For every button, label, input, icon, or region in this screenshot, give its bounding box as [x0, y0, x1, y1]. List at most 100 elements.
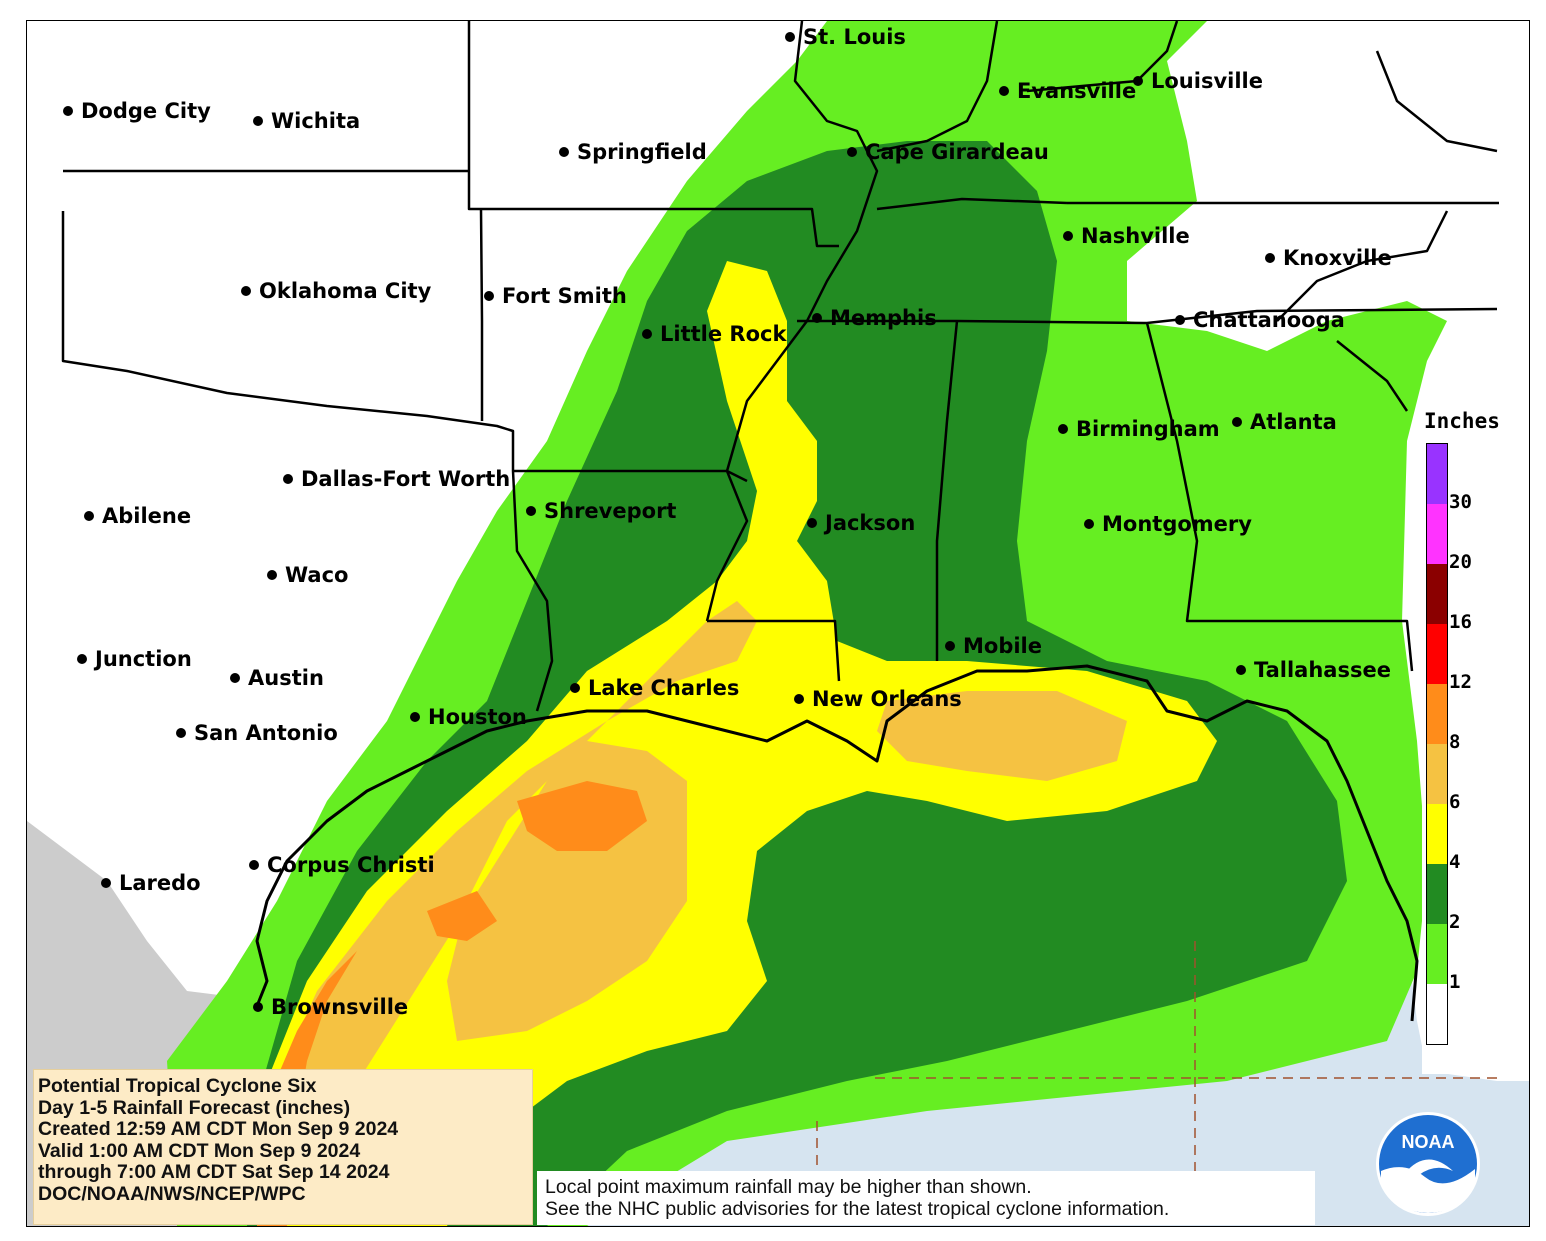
- city-houston: Houston: [410, 705, 527, 729]
- city-lake-charles: Lake Charles: [570, 676, 739, 700]
- city-marker-icon: [283, 474, 293, 484]
- city-oklahoma-city: Oklahoma City: [241, 279, 431, 303]
- valid-end-time: through 7:00 AM CDT Sat Sep 14 2024: [38, 1161, 390, 1183]
- city-marker-icon: [1175, 315, 1185, 325]
- legend-swatch-0-1: [1427, 984, 1447, 1044]
- legend-swatch-30-plus: [1427, 444, 1447, 504]
- noaa-logo-text: NOAA: [1402, 1132, 1455, 1152]
- legend-tick: 4: [1449, 851, 1461, 873]
- legend-tick: 1: [1449, 971, 1461, 993]
- city-marker-icon: [1265, 253, 1275, 263]
- city-marker-icon: [945, 641, 955, 651]
- city-fort-smith: Fort Smith: [484, 284, 627, 308]
- city-montgomery: Montgomery: [1084, 512, 1252, 536]
- legend-tick: 20: [1449, 551, 1472, 573]
- city-marker-icon: [101, 878, 111, 888]
- grid-lines: [816, 941, 1497, 1171]
- city-marker-icon: [1084, 519, 1094, 529]
- legend-swatch-20-30: [1427, 504, 1447, 564]
- city-laredo: Laredo: [101, 871, 201, 895]
- city-evansville: Evansville: [999, 79, 1136, 103]
- legend-swatch-8-12: [1427, 684, 1447, 744]
- city-marker-icon: [526, 506, 536, 516]
- city-marker-icon: [812, 313, 822, 323]
- storm-name: Potential Tropical Cyclone Six: [38, 1075, 317, 1097]
- city-tallahassee: Tallahassee: [1236, 658, 1391, 682]
- city-marker-icon: [794, 694, 804, 704]
- rain-6-8-region: [267, 601, 1127, 1226]
- legend-tick: 12: [1449, 671, 1472, 693]
- city-marker-icon: [176, 728, 186, 738]
- city-atlanta: Atlanta: [1232, 410, 1337, 434]
- noaa-logo-icon: NOAA: [1376, 1112, 1480, 1216]
- disclaimer-line: See the NHC public advisories for the la…: [545, 1198, 1170, 1220]
- legend-swatch-1-2: [1427, 924, 1447, 984]
- legend-tick: 6: [1449, 791, 1461, 813]
- city-corpus-christi: Corpus Christi: [249, 853, 435, 877]
- state-boundaries: [61, 21, 1499, 712]
- city-marker-icon: [1133, 76, 1143, 86]
- city-knoxville: Knoxville: [1265, 246, 1392, 270]
- legend-swatch-2-4: [1427, 864, 1447, 924]
- city-cape-girardeau: Cape Girardeau: [847, 140, 1049, 164]
- city-marker-icon: [1063, 231, 1073, 241]
- legend-swatch-4-6: [1427, 804, 1447, 864]
- city-waco: Waco: [267, 563, 348, 587]
- city-marker-icon: [642, 329, 652, 339]
- legend-tick: 8: [1449, 731, 1461, 753]
- city-marker-icon: [253, 116, 263, 126]
- legend-swatch-6-8: [1427, 744, 1447, 804]
- city-jackson: Jackson: [807, 511, 915, 535]
- legend-title: Inches: [1424, 409, 1500, 433]
- city-marker-icon: [63, 106, 73, 116]
- city-nashville: Nashville: [1063, 224, 1190, 248]
- forecast-title: Day 1-5 Rainfall Forecast (inches): [38, 1096, 351, 1119]
- city-marker-icon: [249, 860, 259, 870]
- legend-swatch-12-16: [1427, 624, 1447, 684]
- rainfall-map-panel: St. Louis Evansville Louisville Dodge Ci…: [26, 20, 1530, 1227]
- city-dallas-fort-worth: Dallas-Fort Worth: [283, 467, 510, 491]
- city-marker-icon: [807, 518, 817, 528]
- city-marker-icon: [267, 570, 277, 580]
- city-louisville: Louisville: [1133, 69, 1263, 93]
- city-junction: Junction: [77, 647, 192, 671]
- city-abilene: Abilene: [84, 504, 191, 528]
- city-little-rock: Little Rock: [642, 322, 786, 346]
- city-chattanooga: Chattanooga: [1175, 308, 1345, 332]
- city-marker-icon: [77, 654, 87, 664]
- city-dodge-city: Dodge City: [63, 99, 211, 123]
- disclaimer-box: Local point maximum rainfall may be high…: [537, 1171, 1315, 1225]
- disclaimer-line: Local point maximum rainfall may be high…: [545, 1176, 1032, 1198]
- city-new-orleans: New Orleans: [794, 687, 962, 711]
- city-marker-icon: [484, 291, 494, 301]
- city-brownsville: Brownsville: [253, 995, 408, 1019]
- city-marker-icon: [559, 147, 569, 157]
- city-st-louis: St. Louis: [785, 25, 906, 49]
- city-marker-icon: [847, 147, 857, 157]
- valid-start-time: Valid 1:00 AM CDT Mon Sep 9 2024: [38, 1139, 361, 1162]
- agency-credit: DOC/NOAA/NWS/NCEP/WPC: [38, 1182, 306, 1205]
- rain-8-12-region-gulf-1: [517, 781, 647, 851]
- city-marker-icon: [785, 32, 795, 42]
- created-time: Created 12:59 AM CDT Mon Sep 9 2024: [38, 1118, 399, 1140]
- rain-8-12-region-gulf-2: [427, 891, 497, 941]
- city-san-antonio: San Antonio: [176, 721, 338, 745]
- city-marker-icon: [1236, 665, 1246, 675]
- city-memphis: Memphis: [812, 306, 937, 330]
- coastline: [255, 664, 1419, 1022]
- legend-color-scale: [1426, 443, 1448, 1045]
- legend-swatch-16-20: [1427, 564, 1447, 624]
- legend-tick: 30: [1449, 491, 1472, 513]
- city-marker-icon: [84, 511, 94, 521]
- city-marker-icon: [1058, 424, 1068, 434]
- city-marker-icon: [1232, 417, 1242, 427]
- city-wichita: Wichita: [253, 109, 360, 133]
- city-marker-icon: [241, 286, 251, 296]
- legend-tick: 16: [1449, 611, 1472, 633]
- legend-tick: 2: [1449, 911, 1461, 933]
- city-springfield: Springfield: [559, 140, 707, 164]
- city-birmingham: Birmingham: [1058, 417, 1220, 441]
- city-marker-icon: [570, 683, 580, 693]
- city-marker-icon: [230, 673, 240, 683]
- forecast-info-box: Potential Tropical Cyclone Six Day 1-5 R…: [33, 1069, 533, 1225]
